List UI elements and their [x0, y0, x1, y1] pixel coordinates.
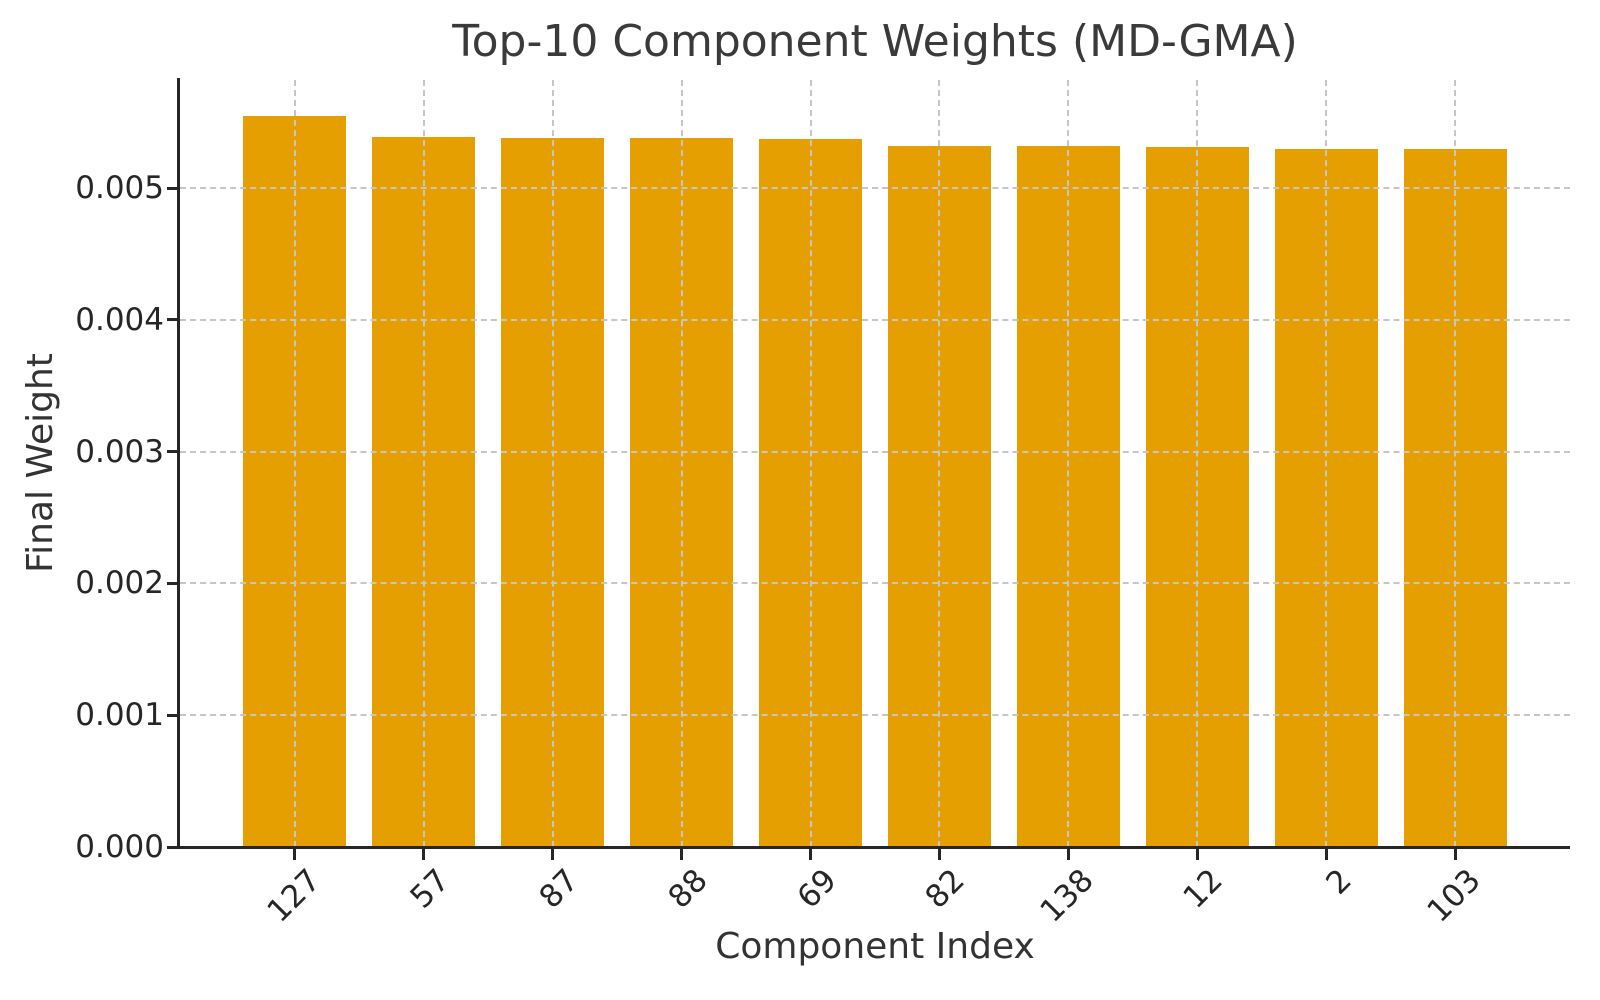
- x-tick: [809, 849, 813, 860]
- x-tick: [1453, 849, 1457, 860]
- x-axis-label: Component Index: [715, 926, 1035, 967]
- y-tick-label: 0.004: [75, 301, 164, 338]
- v-gridline: [422, 80, 425, 847]
- x-tick: [1324, 849, 1328, 860]
- y-tick-label: 0.001: [75, 697, 164, 734]
- y-axis-spine: [177, 78, 180, 849]
- y-tick-label: 0.000: [75, 829, 164, 865]
- x-axis-spine: [177, 846, 1570, 849]
- h-gridline: [180, 450, 1570, 453]
- v-gridline: [938, 80, 941, 847]
- chart-title: Top-10 Component Weights (MD-GMA): [452, 16, 1298, 67]
- y-tick-label: 0.005: [75, 170, 164, 207]
- x-tick: [1195, 849, 1199, 860]
- v-gridline: [551, 80, 554, 847]
- y-tick: [167, 450, 179, 454]
- x-tick: [422, 849, 426, 860]
- y-tick: [167, 186, 179, 190]
- plot-area: [180, 80, 1570, 847]
- y-tick: [167, 581, 179, 585]
- x-tick: [937, 849, 941, 860]
- x-tick: [680, 849, 684, 860]
- x-tick: [551, 849, 555, 860]
- h-gridline: [180, 714, 1570, 717]
- v-gridline: [1196, 80, 1199, 847]
- y-tick: [167, 713, 179, 717]
- y-tick-label: 0.002: [75, 565, 164, 602]
- y-tick-label: 0.003: [75, 433, 164, 470]
- v-gridline: [680, 80, 683, 847]
- v-gridline: [293, 80, 296, 847]
- y-tick: [167, 845, 179, 849]
- x-tick: [293, 849, 297, 860]
- h-gridline: [180, 582, 1570, 585]
- x-tick: [1066, 849, 1070, 860]
- v-gridline: [809, 80, 812, 847]
- h-gridline: [180, 187, 1570, 190]
- h-gridline: [180, 318, 1570, 321]
- v-gridline: [1454, 80, 1457, 847]
- y-tick: [167, 318, 179, 322]
- v-gridline: [1067, 80, 1070, 847]
- v-gridline: [1325, 80, 1328, 847]
